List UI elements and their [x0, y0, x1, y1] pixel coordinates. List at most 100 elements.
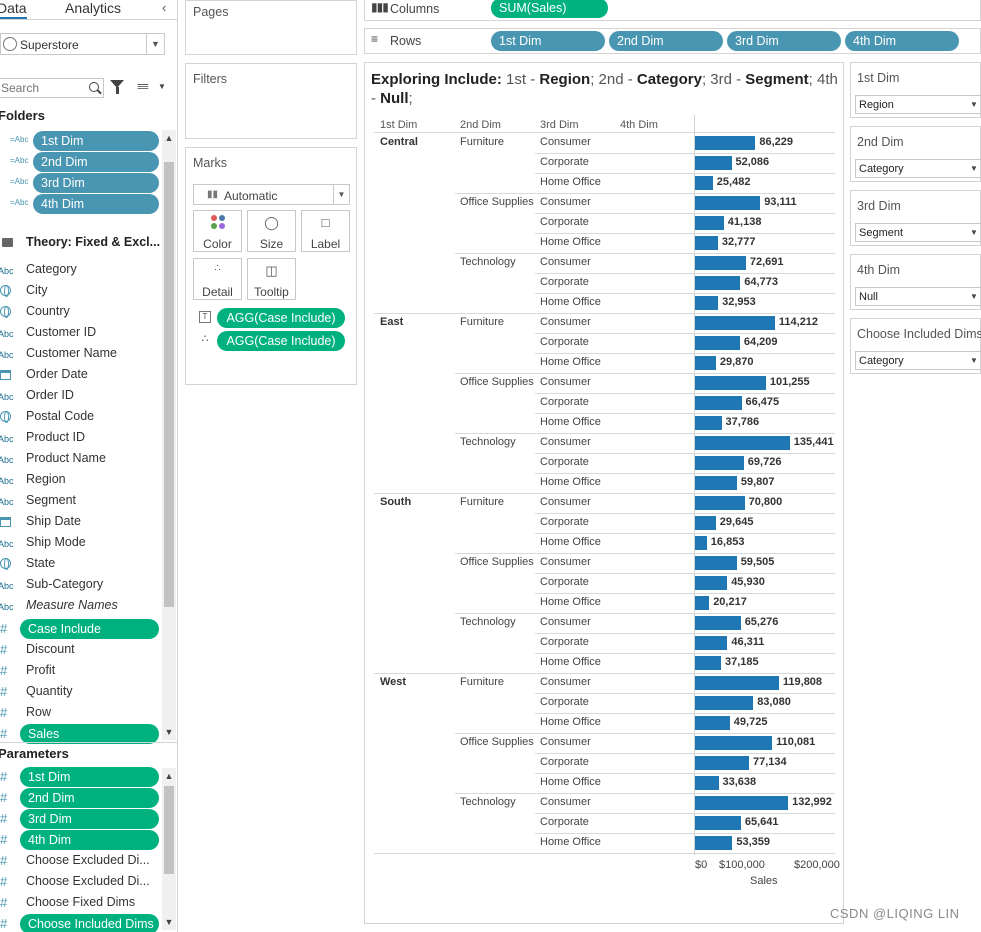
filters-card[interactable]: Filters	[185, 63, 357, 139]
size-button[interactable]: ◯ Size	[247, 210, 296, 252]
chevron-down-icon[interactable]: ▼	[970, 228, 978, 237]
mark-pill[interactable]: AGG(Case Include)	[217, 308, 345, 328]
field-row[interactable]: Country	[0, 302, 162, 322]
sales-bar[interactable]	[695, 496, 745, 510]
tooltip-button[interactable]: ◫ Tooltip	[247, 258, 296, 300]
sales-bar[interactable]	[695, 816, 741, 830]
sales-bar[interactable]	[695, 396, 742, 410]
field-row[interactable]: # Choose Excluded Di...	[0, 851, 162, 871]
sales-bar[interactable]	[695, 616, 741, 630]
folders-scrollbar[interactable]: ▲ ▼	[162, 130, 176, 740]
field-row[interactable]: Abc Ship Mode	[0, 533, 162, 553]
scrollbar-thumb[interactable]	[164, 786, 174, 874]
field-row[interactable]: Abc Customer Name	[0, 344, 162, 364]
measure-pill[interactable]: Sales	[20, 724, 159, 744]
chevron-down-icon[interactable]: ▼	[970, 356, 978, 365]
sales-bar[interactable]	[695, 236, 718, 250]
sales-bar[interactable]	[695, 376, 766, 390]
sales-bar[interactable]	[695, 516, 716, 530]
rows-shelf[interactable]: ≡ Rows 1st Dim 2nd Dim 3rd Dim 4th Dim	[364, 28, 981, 54]
parameter-dropdown[interactable]: Null ▼	[855, 287, 981, 306]
chevron-down-icon[interactable]: ▼	[158, 82, 166, 91]
pages-card[interactable]: Pages	[185, 0, 357, 55]
sales-bar[interactable]	[695, 596, 710, 610]
sales-bar[interactable]	[695, 176, 713, 190]
dim-pill[interactable]: 3rd Dim	[33, 173, 159, 193]
parameter-dropdown[interactable]: Category ▼	[855, 351, 981, 370]
field-row[interactable]: #1st Dim	[0, 767, 162, 787]
field-row[interactable]: State	[0, 554, 162, 574]
chevron-down-icon[interactable]: ▼	[970, 164, 978, 173]
tab-analytics[interactable]: Analytics	[65, 0, 122, 16]
field-row[interactable]: #3rd Dim	[0, 809, 162, 829]
scroll-down-icon[interactable]: ▼	[164, 727, 174, 737]
parameter-dropdown[interactable]: Region ▼	[855, 95, 981, 114]
rows-pill[interactable]: 4th Dim	[845, 31, 959, 51]
sales-bar[interactable]	[695, 436, 790, 450]
field-row[interactable]: Abc Segment	[0, 491, 162, 511]
field-row[interactable]: Abc Measure Names	[0, 596, 162, 616]
field-row[interactable]: #2nd Dim	[0, 788, 162, 808]
field-row[interactable]: # Quantity	[0, 682, 162, 702]
sales-bar[interactable]	[695, 136, 756, 150]
dim-pill[interactable]: 1st Dim	[33, 131, 159, 151]
sales-bar[interactable]	[695, 216, 724, 230]
sales-bar[interactable]	[695, 276, 741, 290]
field-row[interactable]: Abc Region	[0, 470, 162, 490]
field-row[interactable]: #4th Dim	[0, 830, 162, 850]
sales-bar[interactable]	[695, 576, 728, 590]
field-row[interactable]: Order Date	[0, 365, 162, 385]
sales-bar[interactable]	[695, 356, 716, 370]
search-input[interactable]	[0, 79, 83, 97]
field-row[interactable]: # Choose Included Dims	[0, 914, 162, 932]
measure-pill[interactable]: Case Include	[20, 619, 159, 639]
parameter-pill[interactable]: 2nd Dim	[20, 788, 159, 808]
list-view-icon[interactable]: ≡≡	[137, 81, 149, 93]
field-row[interactable]: Abc Sub-Category	[0, 575, 162, 595]
field-row[interactable]: Abc Product Name	[0, 449, 162, 469]
chevron-down-icon[interactable]: ▼	[333, 185, 349, 204]
field-row[interactable]: # Case Include	[0, 619, 162, 639]
dim-pill[interactable]: 2nd Dim	[33, 152, 159, 172]
field-row[interactable]: City	[0, 281, 162, 301]
sales-bar[interactable]	[695, 836, 733, 850]
sales-bar[interactable]	[695, 156, 732, 170]
sales-bar[interactable]	[695, 796, 789, 810]
columns-shelf[interactable]: ▮▮▮ Columns SUM(Sales)	[364, 0, 981, 21]
detail-button[interactable]: ∴ Detail	[193, 258, 242, 300]
rows-pill[interactable]: 3rd Dim	[727, 31, 841, 51]
sales-bar[interactable]	[695, 736, 773, 750]
collapse-pane-icon[interactable]: ‹	[162, 0, 167, 15]
tab-data[interactable]: Data	[0, 0, 27, 19]
sales-bar[interactable]	[695, 416, 722, 430]
field-row[interactable]: # Sales	[0, 724, 162, 744]
rows-pill[interactable]: 1st Dim	[491, 31, 605, 51]
scrollbar-thumb[interactable]	[164, 162, 174, 607]
color-button[interactable]: Color	[193, 210, 242, 252]
parameter-pill[interactable]: 4th Dim	[20, 830, 159, 850]
sales-bar[interactable]	[695, 776, 719, 790]
field-search[interactable]	[0, 78, 104, 98]
chevron-down-icon[interactable]: ▼	[970, 292, 978, 301]
chevron-down-icon[interactable]: ▼	[146, 34, 164, 54]
sales-bar[interactable]	[695, 536, 707, 550]
field-row[interactable]: # Discount	[0, 640, 162, 660]
field-row[interactable]: Ship Date	[0, 512, 162, 532]
sales-bar[interactable]	[695, 696, 754, 710]
field-row[interactable]: Abc Customer ID	[0, 323, 162, 343]
sales-bar[interactable]	[695, 336, 740, 350]
filter-icon[interactable]	[110, 80, 124, 94]
sales-bar[interactable]	[695, 316, 775, 330]
field-row[interactable]: # Choose Fixed Dims	[0, 893, 162, 913]
field-row[interactable]: Postal Code	[0, 407, 162, 427]
search-icon[interactable]	[89, 82, 99, 92]
mark-pill[interactable]: AGG(Case Include)	[217, 331, 345, 351]
parameter-pill[interactable]: 1st Dim	[20, 767, 159, 787]
rows-pill[interactable]: 2nd Dim	[609, 31, 723, 51]
parameter-dropdown[interactable]: Category ▼	[855, 159, 981, 178]
scroll-up-icon[interactable]: ▲	[164, 771, 174, 781]
label-button[interactable]: □ Label	[301, 210, 350, 252]
scroll-down-icon[interactable]: ▼	[164, 917, 174, 927]
mark-type-select[interactable]: ▮▮ Automatic ▼	[193, 184, 350, 205]
sales-bar[interactable]	[695, 636, 728, 650]
